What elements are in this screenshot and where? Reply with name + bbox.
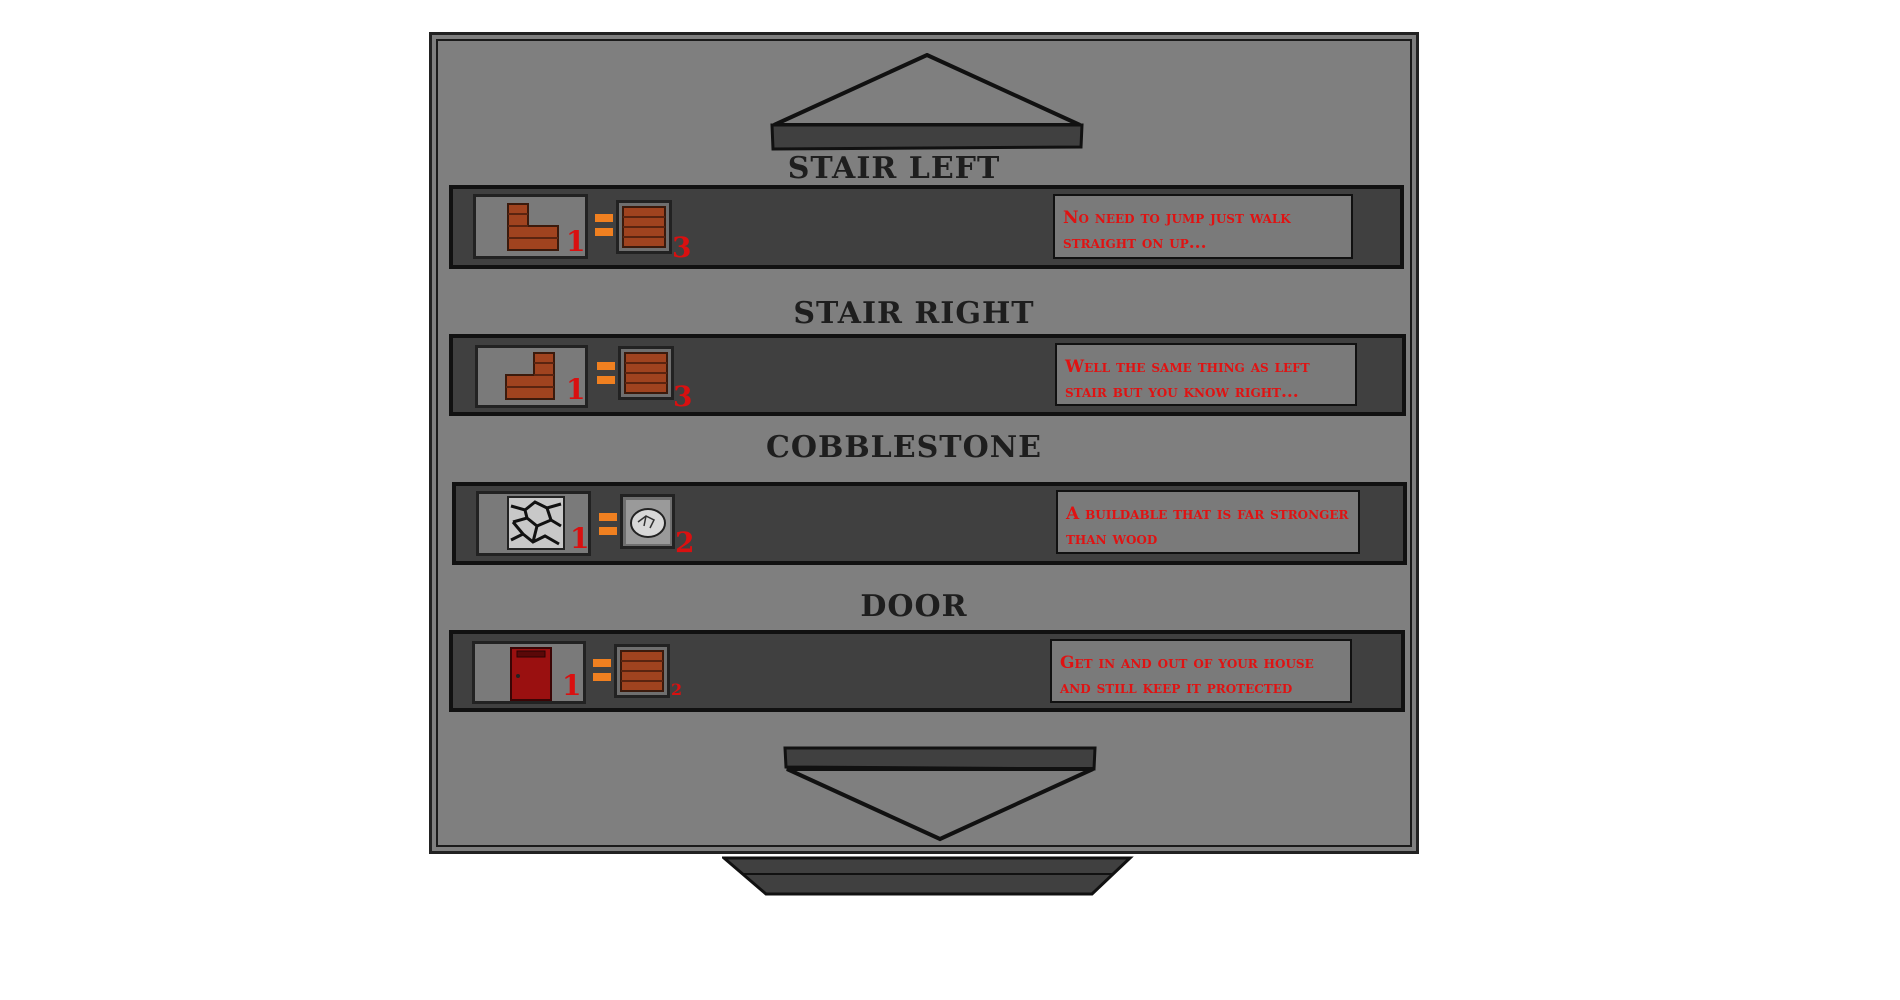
- ingredient-slot[interactable]: [620, 494, 675, 549]
- crafting-panel: STAIR LEFT 1 3 No need to jump just walk…: [429, 32, 1419, 854]
- recipe-title: DOOR: [860, 589, 968, 624]
- ingredient-slot[interactable]: [614, 644, 670, 698]
- recipe-title: STAIR RIGHT: [793, 296, 1035, 331]
- recipe-description: No need to jump just walk straight on up…: [1053, 194, 1353, 259]
- recipe-description: Get in and out of your house and still k…: [1050, 639, 1352, 703]
- recipe-row-stair-left[interactable]: 1 3 No need to jump just walk straight o…: [449, 185, 1404, 269]
- recipe-description: Well the same thing as left stair but yo…: [1055, 343, 1357, 406]
- recipe-row-stair-right[interactable]: 1 3 Well the same thing as left stair bu…: [449, 334, 1406, 416]
- equals-sign: [599, 513, 617, 541]
- ingredient-count: 2: [671, 680, 683, 699]
- stair-left-icon: [507, 203, 559, 251]
- wood-plank-icon: [624, 352, 668, 394]
- result-slot[interactable]: 1: [476, 491, 591, 556]
- ingredient-count: 3: [672, 231, 692, 264]
- door-icon: [510, 647, 552, 701]
- stair-right-icon: [505, 352, 555, 400]
- panel-inner-border: [436, 39, 1412, 847]
- stone-icon: [626, 500, 670, 544]
- ingredient-count: 2: [675, 526, 695, 559]
- recipe-description: A buildable that is far stronger than wo…: [1056, 490, 1360, 554]
- equals-sign: [593, 659, 611, 687]
- scroll-down-button[interactable]: [780, 743, 1100, 843]
- recipe-title: COBBLESTONE: [765, 430, 1043, 465]
- result-count: 1: [566, 373, 586, 406]
- wood-plank-icon: [622, 206, 666, 248]
- ingredient-slot[interactable]: [618, 346, 674, 400]
- ingredient-count: 3: [673, 380, 693, 413]
- result-slot[interactable]: 1: [472, 641, 586, 704]
- wood-plank-icon: [620, 650, 664, 692]
- recipe-title: STAIR LEFT: [787, 151, 1001, 186]
- recipe-row-cobblestone[interactable]: 1 2 A buildable that is far stronger tha…: [452, 482, 1407, 565]
- result-count: 1: [566, 225, 586, 258]
- recipe-row-door[interactable]: 1 2 Get in and out of your house and sti…: [449, 630, 1405, 712]
- down-arrow-icon: [783, 746, 1097, 842]
- equals-sign: [595, 214, 613, 242]
- cobblestone-icon: [507, 496, 565, 550]
- result-slot[interactable]: 1: [475, 345, 588, 408]
- scroll-up-button[interactable]: [767, 53, 1087, 153]
- panel-base: [722, 856, 1134, 896]
- result-slot[interactable]: 1: [473, 194, 588, 259]
- result-count: 1: [562, 669, 582, 702]
- ingredient-slot[interactable]: [616, 200, 672, 254]
- up-arrow-icon: [770, 53, 1084, 151]
- result-count: 1: [570, 522, 590, 555]
- equals-sign: [597, 362, 615, 390]
